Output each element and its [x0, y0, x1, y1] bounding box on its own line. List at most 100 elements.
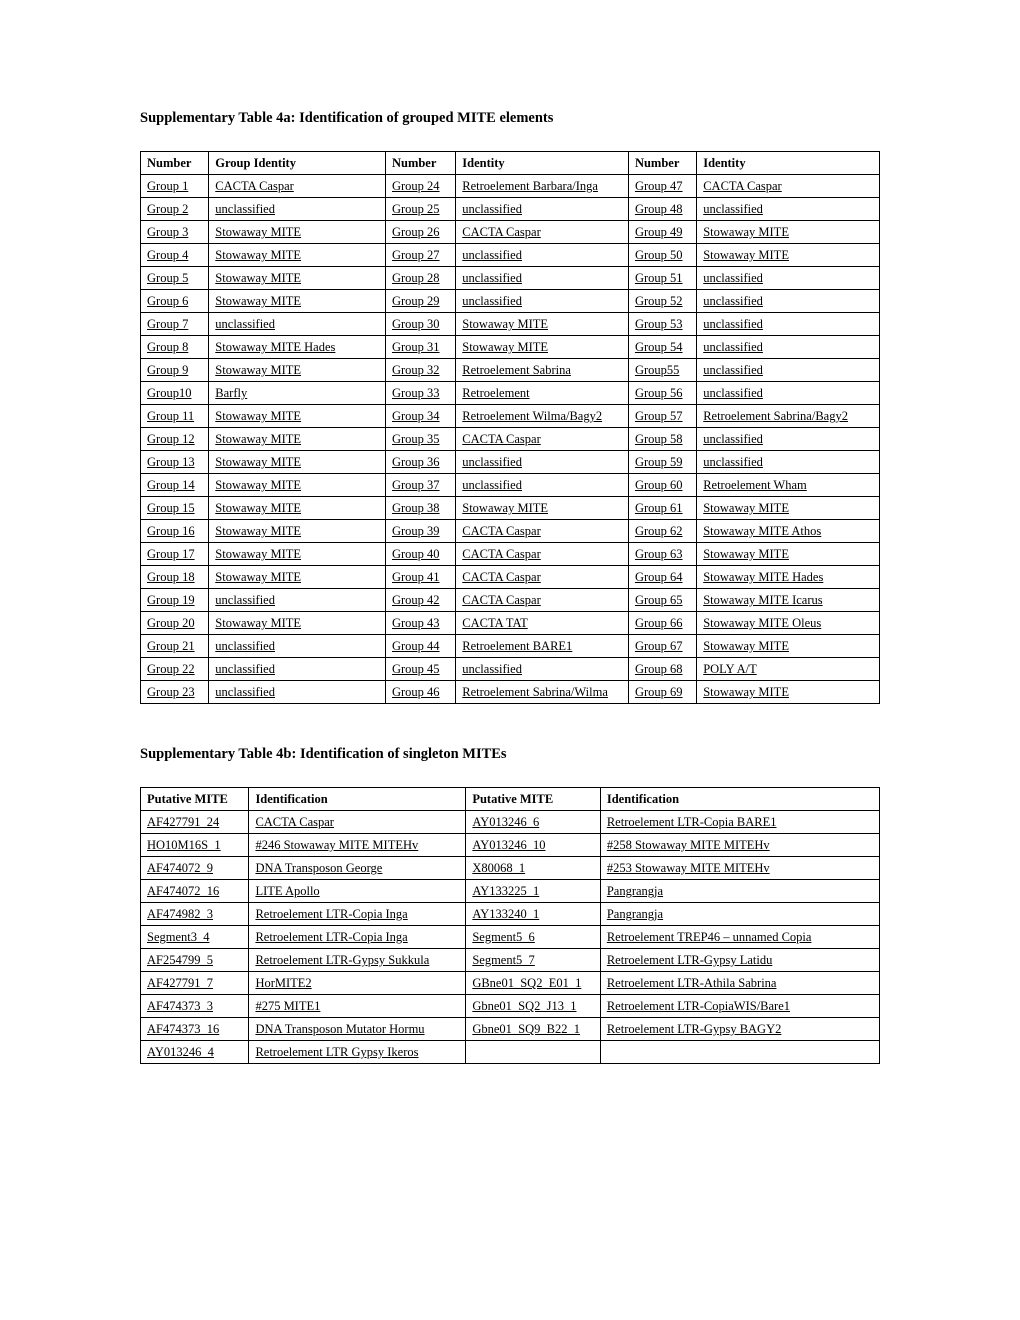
cell-text: Group 68 [635, 662, 683, 676]
cell-text: Group 56 [635, 386, 683, 400]
cell-text: Segment5_7 [472, 953, 535, 967]
cell-text: DNA Transposon George [255, 861, 382, 875]
cell-text: Segment5_6 [472, 930, 535, 944]
cell-text: CACTA TAT [462, 616, 528, 630]
table-cell: AY133240_1 [466, 903, 601, 926]
table-4a: NumberGroup IdentityNumberIdentityNumber… [140, 151, 880, 704]
table-cell: Stowaway MITE [209, 543, 386, 566]
cell-text: Stowaway MITE [215, 570, 301, 584]
cell-text: Pangrangja [607, 884, 663, 898]
cell-text: Group 31 [392, 340, 440, 354]
table-cell: Retroelement TREP46 – unnamed Copia [600, 926, 879, 949]
table-row: Group 11Stowaway MITEGroup 34Retroelemen… [141, 405, 880, 428]
cell-text: Group 23 [147, 685, 195, 699]
table-row: Group 6Stowaway MITEGroup 29unclassified… [141, 290, 880, 313]
table-cell: Group 52 [628, 290, 696, 313]
cell-text: unclassified [462, 455, 522, 469]
table-cell: unclassified [456, 451, 629, 474]
table-cell: Group 59 [628, 451, 696, 474]
cell-text: Group 49 [635, 225, 683, 239]
table-cell: Stowaway MITE [456, 336, 629, 359]
table-cell: Stowaway MITE [697, 543, 880, 566]
table-cell: #246 Stowaway MITE MITEHv [249, 834, 466, 857]
cell-text: Retroelement LTR-Copia BARE1 [607, 815, 777, 829]
table-row: Group 9Stowaway MITEGroup 32Retroelement… [141, 359, 880, 382]
table-cell: unclassified [209, 681, 386, 704]
table-cell: CACTA Caspar [456, 543, 629, 566]
cell-text: AY013246_4 [147, 1045, 214, 1059]
table-cell: Group 26 [385, 221, 455, 244]
cell-text: Stowaway MITE [215, 294, 301, 308]
cell-text: Group 16 [147, 524, 195, 538]
table-cell: Group 17 [141, 543, 209, 566]
cell-text: #258 Stowaway MITE MITEHv [607, 838, 770, 852]
table-cell: Group10 [141, 382, 209, 405]
cell-text: Group 57 [635, 409, 683, 423]
table-row: Group 13Stowaway MITEGroup 36unclassifie… [141, 451, 880, 474]
cell-text: LITE Apollo [255, 884, 319, 898]
table-row: Group10BarflyGroup 33RetroelementGroup 5… [141, 382, 880, 405]
table-cell: Stowaway MITE Hades [697, 566, 880, 589]
cell-text: Stowaway MITE Athos [703, 524, 821, 538]
cell-text: CACTA Caspar [255, 815, 334, 829]
table-cell: Pangrangja [600, 903, 879, 926]
table4b-header-cell: Identification [600, 788, 879, 811]
table-cell: unclassified [456, 658, 629, 681]
cell-text: Group 51 [635, 271, 683, 285]
table-cell: unclassified [456, 267, 629, 290]
table-cell: Group 6 [141, 290, 209, 313]
table4a-header-cell: Identity [456, 152, 629, 175]
cell-text: Group 52 [635, 294, 683, 308]
cell-text: CACTA Caspar [703, 179, 782, 193]
cell-text: unclassified [462, 662, 522, 676]
table-4b-body: AF427791_24CACTA CasparAY013246_6Retroel… [141, 811, 880, 1064]
table-cell: Group 46 [385, 681, 455, 704]
table-cell: HO10M16S_1 [141, 834, 249, 857]
cell-text: DNA Transposon Mutator Hormu [255, 1022, 424, 1036]
cell-text: Retroelement LTR-Athila Sabrina [607, 976, 777, 990]
cell-text: Group 25 [392, 202, 440, 216]
cell-text: Retroelement Wilma/Bagy2 [462, 409, 602, 423]
table-cell: Group 33 [385, 382, 455, 405]
table-cell: AY013246_10 [466, 834, 601, 857]
cell-text: Group 19 [147, 593, 195, 607]
table-row: AF474373_16DNA Transposon Mutator HormuG… [141, 1018, 880, 1041]
table-cell: Stowaway MITE [209, 290, 386, 313]
table-row: Group 20Stowaway MITEGroup 43CACTA TATGr… [141, 612, 880, 635]
cell-text: unclassified [215, 662, 275, 676]
table-4a-title: Supplementary Table 4a: Identification o… [140, 110, 880, 127]
cell-text: Group 2 [147, 202, 188, 216]
table-cell: Stowaway MITE [697, 497, 880, 520]
cell-text: Group 37 [392, 478, 440, 492]
cell-text: Group 69 [635, 685, 683, 699]
table-cell: unclassified [209, 589, 386, 612]
table-cell: CACTA TAT [456, 612, 629, 635]
cell-text: unclassified [215, 639, 275, 653]
table4a-header-cell: Number [628, 152, 696, 175]
cell-text: Group 58 [635, 432, 683, 446]
cell-text: AF427791_24 [147, 815, 219, 829]
cell-text: CACTA Caspar [462, 432, 541, 446]
table-row: Group 8Stowaway MITE HadesGroup 31Stowaw… [141, 336, 880, 359]
cell-text: Group 8 [147, 340, 188, 354]
cell-text: Retroelement [462, 386, 529, 400]
table-row: Group 1CACTA CasparGroup 24Retroelement … [141, 175, 880, 198]
table-cell: CACTA Caspar [456, 566, 629, 589]
cell-text: unclassified [462, 294, 522, 308]
cell-text: Group 44 [392, 639, 440, 653]
table-row: AF474373_3#275 MITE1Gbne01_SQ2_J13_1Retr… [141, 995, 880, 1018]
table-cell: unclassified [456, 244, 629, 267]
table-cell: Group 63 [628, 543, 696, 566]
cell-text: Group 63 [635, 547, 683, 561]
table-cell: Group 30 [385, 313, 455, 336]
cell-text: Group 12 [147, 432, 195, 446]
table-cell: Stowaway MITE [209, 497, 386, 520]
cell-text: unclassified [215, 593, 275, 607]
table-cell: Stowaway MITE [209, 244, 386, 267]
table4b-header-cell: Identification [249, 788, 466, 811]
table-cell: Group 37 [385, 474, 455, 497]
table-cell: Group 2 [141, 198, 209, 221]
cell-text: Group 26 [392, 225, 440, 239]
cell-text: Stowaway MITE [215, 363, 301, 377]
table-cell: Stowaway MITE [209, 359, 386, 382]
